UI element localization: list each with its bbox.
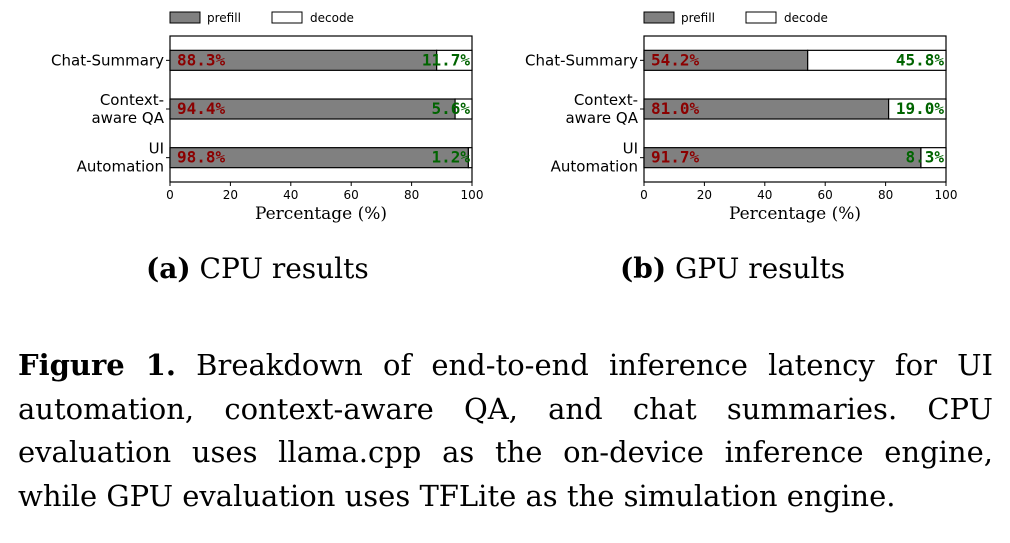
cpu-panel-title: CPU results bbox=[199, 252, 369, 285]
x-tick-label: 0 bbox=[640, 188, 648, 202]
category-label: Context- bbox=[100, 91, 164, 109]
legend-swatch-prefill bbox=[169, 11, 201, 24]
legend-label-decode: decode bbox=[310, 11, 354, 25]
gpu-results-chart: prefill decode 54.2% 45.8% Chat-Summary 81.0%… bbox=[525, 11, 958, 224]
legend-swatch-decode bbox=[271, 11, 303, 24]
data-label-decode: 8.3% bbox=[905, 148, 944, 167]
data-label-prefill: 98.8% bbox=[177, 148, 226, 167]
x-tick-label: 40 bbox=[283, 188, 298, 202]
figure-caption-text: Breakdown of end-to-end inference latenc… bbox=[18, 348, 993, 513]
category-label: aware QA bbox=[91, 109, 164, 127]
x-tick-label: 80 bbox=[404, 188, 419, 202]
data-label-decode: 1.2% bbox=[431, 148, 470, 167]
x-tick-label: 60 bbox=[818, 188, 833, 202]
category-label: Automation bbox=[77, 158, 164, 176]
x-tick-label: 20 bbox=[697, 188, 712, 202]
gpu-subfigure-caption: (b) GPU results bbox=[620, 252, 845, 285]
bar-decode bbox=[454, 98, 473, 120]
bar-decode bbox=[467, 147, 473, 169]
x-axis-title: Percentage (%) bbox=[255, 204, 387, 224]
legend-label-prefill: prefill bbox=[681, 11, 715, 25]
cpu-subfigure-caption: (a) CPU results bbox=[146, 252, 369, 285]
bar-decode bbox=[807, 49, 947, 71]
category-label: UI bbox=[623, 140, 638, 158]
x-tick-label: 80 bbox=[878, 188, 893, 202]
data-label-decode: 45.8% bbox=[896, 50, 945, 69]
x-axis-title: Percentage (%) bbox=[729, 204, 861, 224]
bar-decode bbox=[436, 49, 473, 71]
category-label: Automation bbox=[551, 158, 638, 176]
data-label-decode: 19.0% bbox=[896, 99, 945, 118]
data-label-decode: 11.7% bbox=[422, 50, 471, 69]
data-label-decode: 5.6% bbox=[431, 99, 470, 118]
x-tick-label: 20 bbox=[223, 188, 238, 202]
figure-caption: Figure 1. Breakdown of end-to-end infere… bbox=[18, 344, 993, 518]
data-label-prefill: 54.2% bbox=[651, 50, 700, 69]
figure-label: Figure 1. bbox=[18, 348, 176, 382]
cpu-results-chart: prefill decode 88.3% 11.7% Chat-Summary 94.4%… bbox=[51, 11, 484, 224]
data-label-prefill: 94.4% bbox=[177, 99, 226, 118]
x-tick-label: 40 bbox=[757, 188, 772, 202]
data-label-prefill: 91.7% bbox=[651, 148, 700, 167]
cpu-panel-label: (a) bbox=[146, 252, 191, 285]
category-label: Chat-Summary bbox=[525, 51, 638, 69]
category-label: Context- bbox=[574, 91, 638, 109]
legend-label-decode: decode bbox=[784, 11, 828, 25]
legend-label-prefill: prefill bbox=[207, 11, 241, 25]
bar-decode bbox=[920, 147, 947, 169]
category-label: UI bbox=[149, 140, 164, 158]
x-tick-label: 60 bbox=[344, 188, 359, 202]
legend-swatch-decode bbox=[745, 11, 777, 24]
category-label: Chat-Summary bbox=[51, 51, 164, 69]
data-label-prefill: 88.3% bbox=[177, 50, 226, 69]
legend-swatch-prefill bbox=[643, 11, 675, 24]
x-tick-label: 100 bbox=[461, 188, 484, 202]
data-label-prefill: 81.0% bbox=[651, 99, 700, 118]
gpu-panel-title: GPU results bbox=[674, 252, 846, 285]
x-tick-label: 100 bbox=[935, 188, 958, 202]
category-label: aware QA bbox=[565, 109, 638, 127]
gpu-panel-label: (b) bbox=[620, 252, 667, 285]
bar-decode bbox=[888, 98, 947, 120]
x-tick-label: 0 bbox=[166, 188, 174, 202]
